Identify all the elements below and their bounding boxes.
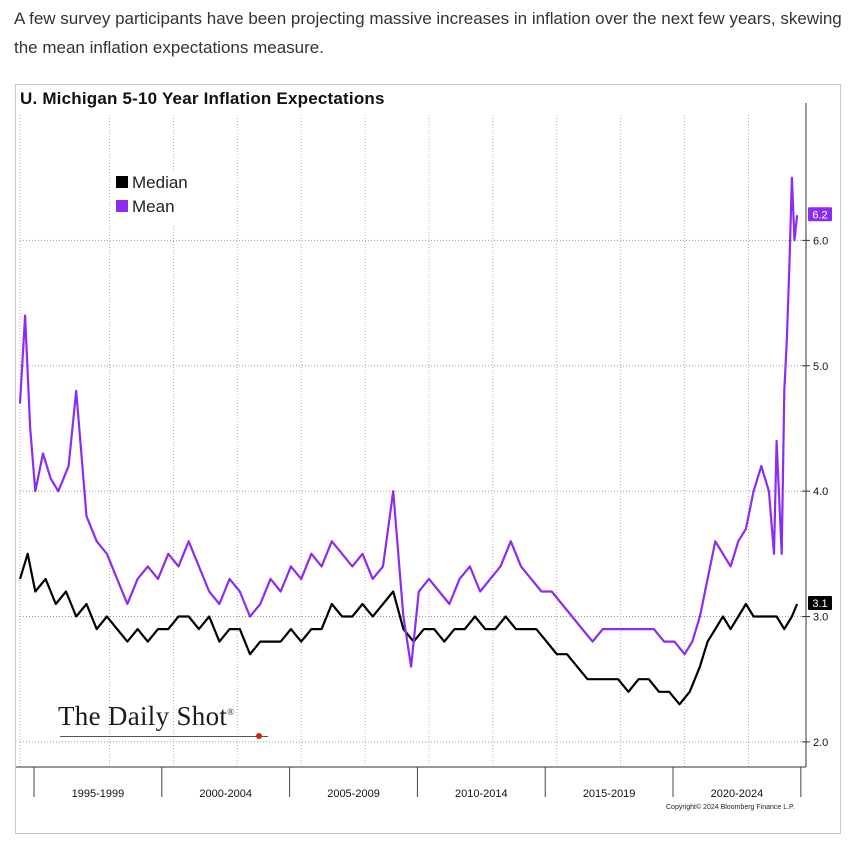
value-badge-label-median: 3.1 xyxy=(812,598,827,610)
x-tick-label: 2020-2024 xyxy=(711,788,764,800)
x-tick-label: 2015-2019 xyxy=(583,788,636,800)
series-line-mean xyxy=(18,176,799,668)
logo-text: The Daily Shot xyxy=(58,701,228,731)
logo-underline xyxy=(60,736,268,737)
series-line-median xyxy=(18,552,799,706)
legend-swatch xyxy=(116,176,128,188)
x-tick-label: 1995-1999 xyxy=(72,788,125,800)
value-badge-mean xyxy=(808,207,832,222)
logo-mark: ® xyxy=(227,707,235,717)
line-chart: 1995-1999 2000-2004 2005-2009 2010-2014 2015… xyxy=(16,103,832,800)
logo-dot xyxy=(256,733,262,739)
legend-label: Mean xyxy=(132,197,175,216)
chart-title: U. Michigan 5-10 Year Inflation Expectat… xyxy=(20,89,385,108)
x-tick-label: 2000-2004 xyxy=(199,788,252,800)
chart-figure: U. Michigan 5-10 Year Inflation Expectat… xyxy=(15,84,841,834)
value-badge-median xyxy=(808,596,832,610)
daily-shot-logo: The Daily Shot® xyxy=(58,701,234,732)
y-tick-label: 2.0 xyxy=(813,737,828,749)
x-tick-label: 2005-2009 xyxy=(327,788,380,800)
legend-swatch xyxy=(116,200,128,212)
y-tick-label: 4.0 xyxy=(813,486,828,498)
x-tick-label: 2010-2014 xyxy=(455,788,508,800)
y-tick-label: 5.0 xyxy=(813,361,828,373)
copyright-text: Copyright© 2024 Bloomberg Finance L.P. xyxy=(666,804,795,811)
legend-label: Median xyxy=(132,173,188,192)
chart-caption: A few survey participants have been proj… xyxy=(14,9,842,57)
value-badge-label-mean: 6.2 xyxy=(812,209,827,221)
y-tick-label: 6.0 xyxy=(813,235,828,247)
y-tick-label: 3.0 xyxy=(813,612,828,624)
